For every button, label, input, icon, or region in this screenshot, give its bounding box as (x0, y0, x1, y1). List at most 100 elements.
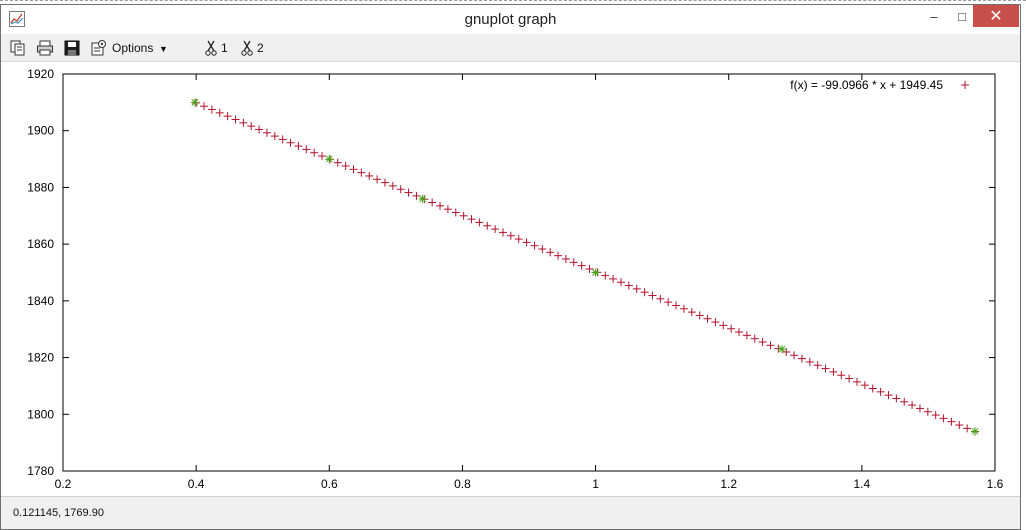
fit-point (672, 301, 681, 310)
fit-point (498, 228, 507, 237)
plot-area[interactable]: 0.2 0.4 0.6 0.8 1 1.2 1.4 1.6 1780 1800 1820 1840 18… (1, 62, 1020, 494)
fit-point (853, 377, 862, 386)
y-tick-label: 1860 (27, 237, 54, 251)
fit-point (200, 102, 209, 111)
x-tick-label: 0.8 (454, 477, 471, 491)
fit-point (428, 198, 437, 207)
fit-point (813, 361, 822, 370)
fit-point (373, 175, 382, 184)
plot-2-toggle[interactable]: 2 (257, 41, 264, 55)
fit-point (522, 238, 531, 247)
fit-point (530, 241, 539, 250)
data-point (591, 268, 600, 277)
fit-point (365, 171, 374, 180)
minimize-button[interactable]: – (919, 5, 949, 27)
title-bar[interactable]: gnuplot graph – □ ✕ (1, 5, 1020, 34)
x-tick-label: 1.4 (854, 477, 871, 491)
fit-point (939, 414, 948, 423)
close-button[interactable]: ✕ (973, 5, 1019, 27)
fit-point (412, 191, 421, 200)
copy-icon[interactable] (9, 39, 27, 57)
fit-point (388, 181, 397, 190)
fit-point (223, 112, 232, 121)
fit-point (451, 208, 460, 217)
fit-point (561, 254, 570, 263)
fit-point (876, 387, 885, 396)
fit-point (538, 245, 547, 254)
fit-point (821, 364, 830, 373)
fit-point (491, 225, 500, 234)
fit-point (947, 417, 956, 426)
fit-point (837, 371, 846, 380)
fit-point (585, 264, 594, 273)
legend-marker (961, 81, 969, 89)
fit-point (601, 271, 610, 280)
x-tick-label: 1 (592, 477, 599, 491)
fit-point (506, 231, 515, 240)
fit-point (546, 248, 555, 257)
y-tick-label: 1780 (27, 464, 54, 478)
fit-point (483, 221, 492, 230)
fit-point (341, 161, 350, 170)
data-point (777, 345, 786, 354)
fit-point (310, 148, 319, 157)
background-desktop-strip (0, 0, 1026, 4)
scissors-icon[interactable] (203, 39, 221, 57)
fit-point (790, 351, 799, 360)
fit-point (302, 145, 311, 154)
fit-point (569, 258, 578, 267)
fit-point (436, 201, 445, 210)
fit-point (632, 284, 641, 293)
x-tick-label: 0.6 (321, 477, 338, 491)
y-tick-label: 1820 (27, 351, 54, 365)
fit-point (829, 367, 838, 376)
fit-point (443, 205, 452, 214)
close-icon: ✕ (989, 8, 1003, 25)
fit-point (357, 168, 366, 177)
fit-point (255, 125, 264, 134)
mouse-coordinates: 0.121145, 1769.90 (13, 507, 104, 519)
fit-point (475, 218, 484, 227)
print-icon[interactable] (36, 39, 54, 57)
data-point (971, 427, 980, 436)
fit-point (656, 294, 665, 303)
fit-point (727, 324, 736, 333)
fit-point (396, 185, 405, 194)
y-tick-label: 1800 (27, 407, 54, 421)
fit-point (766, 341, 775, 350)
fit-point (782, 347, 791, 356)
fit-point (664, 298, 673, 307)
gnuplot-window: gnuplot graph – □ ✕ (0, 4, 1021, 530)
graph-icon (9, 11, 25, 27)
fit-point (247, 122, 256, 131)
save-icon[interactable] (63, 39, 81, 57)
plot-1-toggle[interactable]: 1 (221, 41, 228, 55)
fit-point (900, 397, 909, 406)
fit-point (884, 391, 893, 400)
options-icon[interactable] (90, 39, 108, 57)
fit-point (554, 251, 563, 260)
fit-point (270, 132, 279, 141)
right-edge-strip (1021, 30, 1026, 530)
fit-point (380, 178, 389, 187)
fit-point (797, 354, 806, 363)
scissors-icon[interactable] (239, 39, 257, 57)
fit-point (467, 215, 476, 224)
fit-point (459, 211, 468, 220)
maximize-button[interactable]: □ (947, 5, 977, 27)
fit-point (262, 128, 271, 137)
fit-point (616, 278, 625, 287)
y-tick-label: 1920 (27, 67, 54, 81)
options-dropdown-caret[interactable]: ▼ (159, 44, 168, 54)
x-tick-label: 1.6 (987, 477, 1004, 491)
x-tick-label: 0.4 (188, 477, 205, 491)
fit-point (908, 401, 917, 410)
data-point (190, 98, 199, 107)
data-point (325, 155, 334, 164)
y-tick-label: 1840 (27, 294, 54, 308)
fit-point (192, 98, 201, 107)
fit-point (719, 321, 728, 330)
fit-point (711, 318, 720, 327)
fit-point (514, 235, 523, 244)
options-menu-button[interactable]: Options (112, 41, 154, 55)
